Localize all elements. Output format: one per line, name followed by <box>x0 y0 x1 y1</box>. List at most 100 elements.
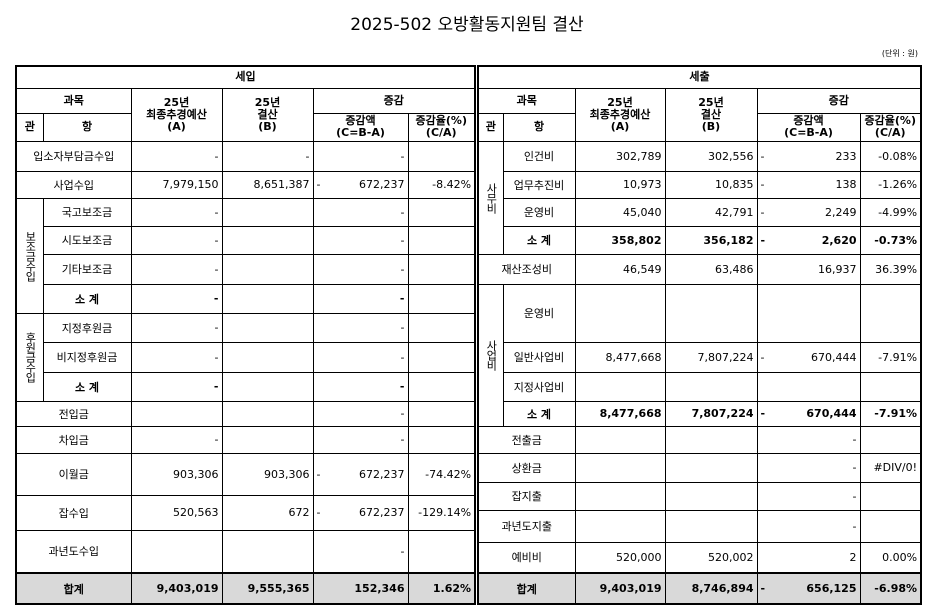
cell-rate <box>407 197 476 227</box>
cell-a <box>574 509 666 543</box>
header-line: 25년 <box>607 95 633 109</box>
cell-rate <box>859 481 922 511</box>
item: 잡수입 <box>15 494 132 531</box>
cell-c: - <box>312 425 409 454</box>
cell-a <box>130 400 223 427</box>
subject-header: 과목 <box>15 87 132 114</box>
cell-a <box>574 425 666 454</box>
gwan-header: 관 <box>15 112 44 142</box>
data-row: 재산조성비 46,549 63,486 16,937 36.39% <box>477 253 922 285</box>
cell-a: - <box>130 197 223 227</box>
cell-rate: -74.42% <box>407 452 476 496</box>
item: 시도보조금 <box>42 225 132 255</box>
cell-b: 10,835 <box>664 170 758 199</box>
cell-c: - <box>312 140 409 172</box>
amount: 2,249 <box>825 205 857 219</box>
group-label: 후원금수입 <box>15 312 44 402</box>
total-row: 합계 9,403,019 9,555,365 152,346 1.62% <box>15 572 476 605</box>
cell-rate <box>859 509 922 543</box>
cell-c: - 672,237 <box>312 494 409 531</box>
item: 국고보조금 <box>42 197 132 227</box>
cell-rate <box>407 529 476 574</box>
cell-a: - <box>130 283 223 314</box>
cell-rate <box>407 400 476 427</box>
item: 인건비 <box>502 140 576 172</box>
data-row: 전입금 - <box>15 400 476 427</box>
cell-a: - <box>130 341 223 373</box>
settle-header: 25년 결산 (B) <box>221 87 314 142</box>
cell-c: - <box>312 197 409 227</box>
item: 예비비 <box>477 541 576 574</box>
cell-b: 8,746,894 <box>664 572 758 605</box>
cell-c: 2 <box>756 541 861 574</box>
item: 차입금 <box>15 425 132 454</box>
sign: - <box>316 178 321 191</box>
cell-rate: -7.91% <box>859 400 922 427</box>
amount-header: 증감액 (C=B-A) <box>312 112 409 142</box>
header-row: 세출 <box>477 65 922 89</box>
gwan-header: 관 <box>477 112 504 142</box>
header-line: (C/A) <box>874 126 906 139</box>
cell-c <box>756 371 861 402</box>
cell-b <box>664 509 758 543</box>
item: 입소자부담금수입 <box>15 140 132 172</box>
cell-b <box>664 452 758 483</box>
cell-rate: #DIV/0! <box>859 452 922 483</box>
header-line: 최종추경예산 <box>146 107 207 121</box>
cell-rate: 0.00% <box>859 541 922 574</box>
cell-b <box>664 371 758 402</box>
cell-a: 8,477,668 <box>574 341 666 373</box>
cell-b <box>221 197 314 227</box>
cell-a: - <box>130 425 223 454</box>
cell-a: 46,549 <box>574 253 666 285</box>
cell-a: - <box>130 225 223 255</box>
item: 상환금 <box>477 452 576 483</box>
cell-rate: -6.98% <box>859 572 922 605</box>
cell-c: - 2,249 <box>756 197 861 227</box>
cell-b: 520,002 <box>664 541 758 574</box>
item: 지정사업비 <box>502 371 576 402</box>
data-row: 잡지출 - <box>477 481 922 511</box>
change-header: 증감 <box>312 87 476 114</box>
cell-b: 63,486 <box>664 253 758 285</box>
data-row: 과년도지출 - <box>477 509 922 543</box>
cell-a: 8,477,668 <box>574 400 666 427</box>
rate-header: 증감율(%) (C/A) <box>407 112 476 142</box>
sign: - <box>760 149 765 163</box>
cell-c: - <box>312 400 409 427</box>
settle-header: 25년 결산 (B) <box>664 87 758 142</box>
item: 기타보조금 <box>42 253 132 285</box>
cell-rate <box>407 371 476 402</box>
cell-c: - 138 <box>756 170 861 199</box>
amount: 672,237 <box>359 178 405 191</box>
item: 과년도지출 <box>477 509 576 543</box>
data-row: 전출금 - <box>477 425 922 454</box>
data-row: 후원금수입 지정후원금 - - <box>15 312 476 402</box>
cell-b <box>221 371 314 402</box>
cell-c: 152,346 <box>312 572 409 605</box>
cell-a: 10,973 <box>574 170 666 199</box>
data-row: 비지정후원금 - - <box>16 341 476 373</box>
data-row: 차입금 - - <box>15 425 476 454</box>
item: 업무추진비 <box>502 170 576 199</box>
cell-b <box>221 253 314 285</box>
cell-a: - <box>130 371 223 402</box>
cell-b <box>221 341 314 373</box>
cell-c: - <box>756 425 861 454</box>
item: 이월금 <box>15 452 132 496</box>
header-row: 과목 25년 최종추경예산 (A) 25년 결산 (B) 증감 <box>477 87 922 142</box>
sign: - <box>760 582 766 595</box>
cell-rate: -0.08% <box>859 140 922 172</box>
cell-b <box>664 481 758 511</box>
cell-c <box>756 283 861 343</box>
item: 잡지출 <box>477 481 576 511</box>
cell-rate <box>859 425 922 454</box>
cell-a <box>574 452 666 483</box>
sign: - <box>760 407 766 420</box>
item: 과년도수입 <box>15 529 132 574</box>
data-row: 사업비 운영비 <box>477 283 922 427</box>
item: 사업수입 <box>15 170 132 199</box>
data-row: 일반사업비 8,477,668 7,807,224- 670,444 -7.91% <box>478 341 922 373</box>
cell-a: 7,979,150 <box>130 170 223 199</box>
data-row: 보조금수입 국고보조금 - - <box>15 197 476 314</box>
